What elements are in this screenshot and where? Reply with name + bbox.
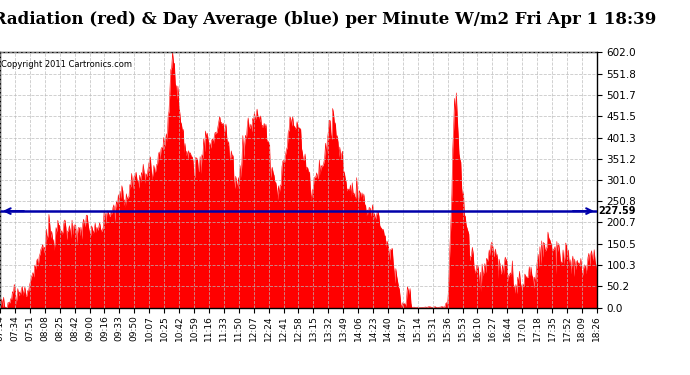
Text: Solar Radiation (red) & Day Average (blue) per Minute W/m2 Fri Apr 1 18:39: Solar Radiation (red) & Day Average (blu… (0, 11, 656, 28)
Text: Copyright 2011 Cartronics.com: Copyright 2011 Cartronics.com (1, 60, 132, 69)
Text: 227.59: 227.59 (598, 206, 635, 216)
